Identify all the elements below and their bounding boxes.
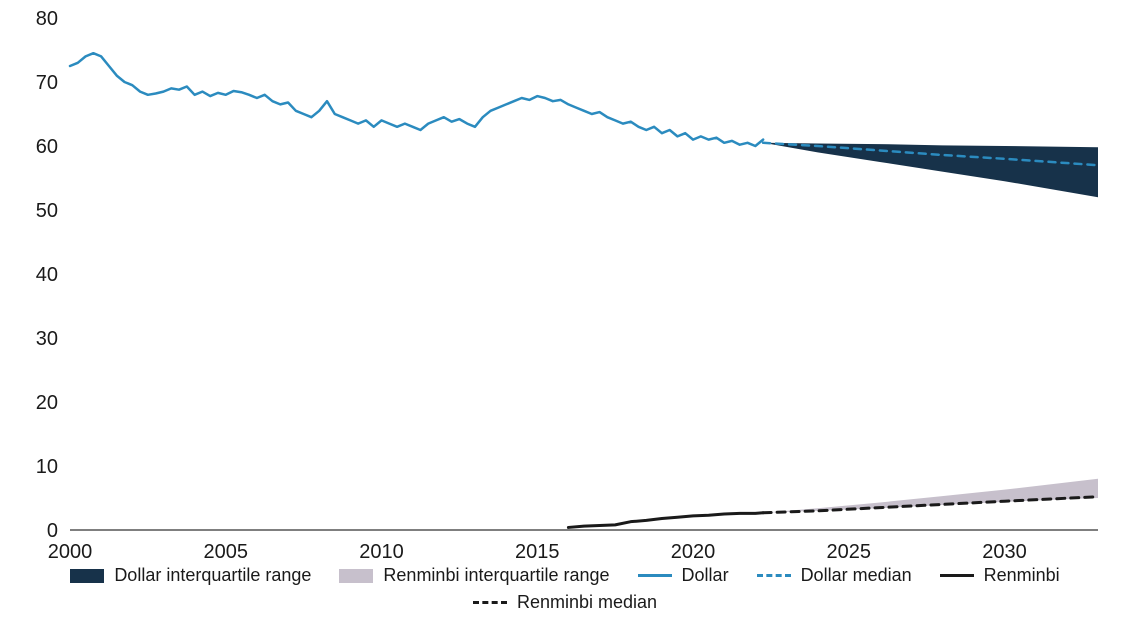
- legend-swatch-line: [940, 574, 974, 577]
- legend-label: Renminbi interquartile range: [383, 565, 609, 586]
- y-tick-label: 40: [36, 264, 58, 286]
- legend-label: Renminbi: [984, 565, 1060, 586]
- chart-legend: Dollar interquartile range Renminbi inter…: [0, 565, 1130, 613]
- x-tick-label: 2005: [204, 541, 249, 563]
- legend-item-dollar_iqr: Dollar interquartile range: [70, 565, 311, 586]
- y-tick-label: 10: [36, 456, 58, 478]
- legend-swatch-line: [757, 574, 791, 577]
- x-tick-label: 2000: [48, 541, 93, 563]
- legend-swatch-area: [70, 569, 104, 583]
- y-tick-label: 70: [36, 72, 58, 94]
- legend-swatch-line: [638, 574, 672, 577]
- legend-swatch-line: [473, 601, 507, 604]
- y-tick-label: 60: [36, 136, 58, 158]
- legend-label: Renminbi median: [517, 592, 657, 613]
- legend-swatch-area: [339, 569, 373, 583]
- line-renminbi: [568, 513, 763, 528]
- x-tick-label: 2010: [359, 541, 404, 563]
- legend-item-dollar_median: Dollar median: [757, 565, 912, 586]
- x-tick-label: 2030: [982, 541, 1027, 563]
- chart-container: 0102030405060708020002005201020152020202…: [0, 0, 1130, 638]
- y-tick-label: 20: [36, 392, 58, 414]
- chart-svg: 0102030405060708020002005201020152020202…: [0, 0, 1130, 638]
- legend-label: Dollar: [682, 565, 729, 586]
- x-tick-label: 2020: [671, 541, 716, 563]
- y-tick-label: 30: [36, 328, 58, 350]
- x-tick-label: 2015: [515, 541, 560, 563]
- legend-item-renminbi_median: Renminbi median: [473, 592, 657, 613]
- legend-item-dollar: Dollar: [638, 565, 729, 586]
- legend-item-renminbi_iqr: Renminbi interquartile range: [339, 565, 609, 586]
- line-dollar: [70, 53, 763, 146]
- area-renminbi_iqr: [763, 479, 1098, 513]
- area-dollar_iqr: [763, 143, 1098, 197]
- legend-label: Dollar median: [801, 565, 912, 586]
- y-tick-label: 50: [36, 200, 58, 222]
- y-tick-label: 80: [36, 8, 58, 30]
- x-tick-label: 2025: [827, 541, 872, 563]
- legend-label: Dollar interquartile range: [114, 565, 311, 586]
- legend-item-renminbi: Renminbi: [940, 565, 1060, 586]
- y-tick-label: 0: [47, 520, 58, 542]
